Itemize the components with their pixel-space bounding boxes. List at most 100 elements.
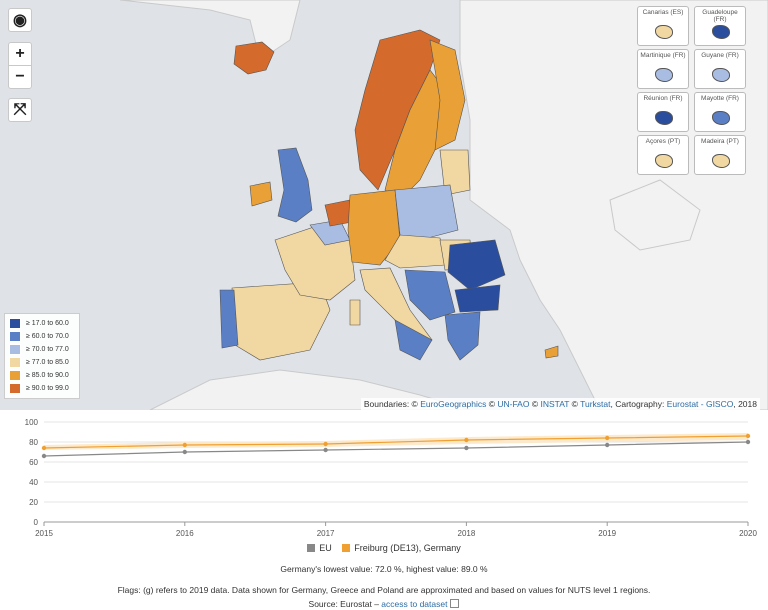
inset-region: [712, 154, 730, 168]
dataset-link[interactable]: access to dataset: [381, 599, 448, 609]
gisco-link[interactable]: Eurostat - GISCO: [666, 399, 734, 409]
data-point: [182, 449, 187, 455]
legend-freiburg-label: Freiburg (DE13), Germany: [354, 543, 461, 553]
region-romania[interactable]: [447, 239, 506, 291]
legend-item[interactable]: ≥ 85.0 to 90.0: [9, 369, 75, 382]
y-tick-label: 60: [29, 458, 38, 467]
map-attribution: Boundaries: © EuroGeographics © UN-FAO ©…: [360, 398, 760, 410]
inset-label: Canarias (ES): [642, 9, 684, 16]
inset-label: Mayotte (FR): [701, 95, 739, 102]
region-uk[interactable]: [277, 147, 313, 223]
x-tick-label: 2020: [739, 529, 757, 538]
inset-map[interactable]: Madeira (PT): [694, 135, 746, 175]
attribution-suffix: , 2018: [733, 399, 757, 409]
region-sweden[interactable]: [384, 69, 446, 201]
legend-item[interactable]: ≥ 60.0 to 70.0: [9, 330, 75, 343]
attribution-prefix: Boundaries: ©: [363, 399, 421, 409]
attribution-sep: ©: [569, 399, 581, 409]
data-point: [605, 435, 610, 441]
y-tick-label: 40: [29, 478, 38, 487]
fullscreen-button[interactable]: ⤧: [8, 98, 32, 122]
inset-region: [712, 111, 730, 125]
data-point: [323, 441, 328, 447]
inset-label: Guadeloupe (FR): [702, 9, 738, 23]
attribution-sep: ©: [529, 399, 541, 409]
time-series-chart: 0 20 40 60 80 100 2015 2016 2017 2018 2019 2020 EU …: [0, 410, 768, 610]
y-tick-label: 80: [29, 438, 38, 447]
zoom-in-button[interactable]: +: [8, 42, 32, 66]
fullscreen-icon: ⤧: [13, 101, 27, 118]
region-czech-austria[interactable]: [384, 234, 446, 269]
x-tick-label: 2015: [35, 529, 53, 538]
y-tick-label: 100: [25, 418, 39, 427]
inset-map[interactable]: Réunion (FR): [637, 92, 689, 132]
legend-item[interactable]: ≥ 70.0 to 77.0: [9, 343, 75, 356]
data-point: [41, 453, 47, 459]
eu-swatch: [307, 544, 316, 552]
inset-map[interactable]: Martinique (FR): [637, 49, 689, 89]
region-italy-south[interactable]: [394, 319, 433, 361]
data-point: [464, 437, 469, 443]
y-tick-label: 0: [34, 518, 39, 527]
region-portugal[interactable]: [219, 289, 239, 349]
source-note: Source: Eurostat – access to dataset: [0, 598, 768, 609]
region-ireland[interactable]: [249, 181, 273, 207]
legend-swatch: [9, 344, 21, 355]
chart-legend: EU Freiburg (DE13), Germany: [0, 543, 768, 554]
inset-map[interactable]: Canarias (ES): [637, 6, 689, 46]
data-point: [605, 442, 610, 448]
region-poland[interactable]: [394, 184, 459, 241]
legend-label: ≥ 70.0 to 77.0: [26, 346, 69, 353]
map-legend: ≥ 17.0 to 60.0 ≥ 60.0 to 70.0 ≥ 70.0 to 77…: [4, 313, 80, 399]
region-finland[interactable]: [429, 39, 466, 151]
region-cyprus[interactable]: [544, 345, 559, 359]
globe-icon: ◉: [13, 12, 27, 29]
series-line: [43, 441, 749, 457]
legend-swatch: [9, 357, 21, 368]
legend-label: ≥ 77.0 to 85.0: [26, 359, 69, 366]
region-balkans[interactable]: [404, 269, 456, 321]
inset-region: [655, 111, 673, 125]
x-tick-label: 2016: [176, 529, 194, 538]
legend-swatch: [9, 383, 21, 394]
inset-region: [655, 68, 673, 82]
inset-region: [712, 25, 730, 39]
instat-link[interactable]: INSTAT: [540, 399, 570, 409]
legend-item[interactable]: ≥ 17.0 to 60.0: [9, 317, 75, 330]
legend-item[interactable]: ≥ 90.0 to 99.0: [9, 382, 75, 395]
inset-label: Guyane (FR): [701, 52, 739, 59]
inset-region: [655, 25, 673, 39]
freiburg-swatch: [342, 544, 351, 552]
data-point: [41, 445, 47, 451]
legend-item-eu[interactable]: EU: [307, 543, 332, 553]
data-point: [745, 433, 751, 439]
region-benelux[interactable]: [324, 199, 353, 227]
x-tick-label: 2017: [317, 529, 335, 538]
data-point: [745, 439, 751, 445]
series-line: [43, 435, 749, 449]
inset-map[interactable]: Guyane (FR): [694, 49, 746, 89]
non-eu-land: [609, 179, 701, 251]
x-tick-label: 2019: [598, 529, 616, 538]
region-bulgaria[interactable]: [454, 284, 501, 313]
legend-label: ≥ 90.0 to 99.0: [26, 385, 69, 392]
legend-item-freiburg[interactable]: Freiburg (DE13), Germany: [342, 543, 461, 553]
europe-map[interactable]: [0, 0, 768, 410]
map-panel[interactable]: ◉ + − ⤧ ≥ 17.0 to 60.0 ≥ 60.0 to 70.0 ≥ 70…: [0, 0, 768, 410]
eurogeographics-link[interactable]: EuroGeographics: [420, 399, 487, 409]
zoom-out-button[interactable]: −: [8, 65, 32, 89]
region-iceland[interactable]: [233, 41, 275, 75]
inset-map[interactable]: Açores (PT): [637, 135, 689, 175]
inset-map[interactable]: Mayotte (FR): [694, 92, 746, 132]
legend-label: ≥ 60.0 to 70.0: [26, 333, 69, 340]
globe-button[interactable]: ◉: [8, 8, 32, 32]
inset-map[interactable]: Guadeloupe (FR): [694, 6, 746, 46]
attribution-sep: ©: [486, 399, 498, 409]
legend-eu-label: EU: [319, 543, 332, 553]
region-sardinia[interactable]: [349, 299, 361, 326]
legend-item[interactable]: ≥ 77.0 to 85.0: [9, 356, 75, 369]
region-baltics[interactable]: [439, 149, 471, 196]
region-greece[interactable]: [444, 311, 481, 361]
turkstat-link[interactable]: Turkstat: [580, 399, 611, 409]
unfao-link[interactable]: UN-FAO: [497, 399, 530, 409]
